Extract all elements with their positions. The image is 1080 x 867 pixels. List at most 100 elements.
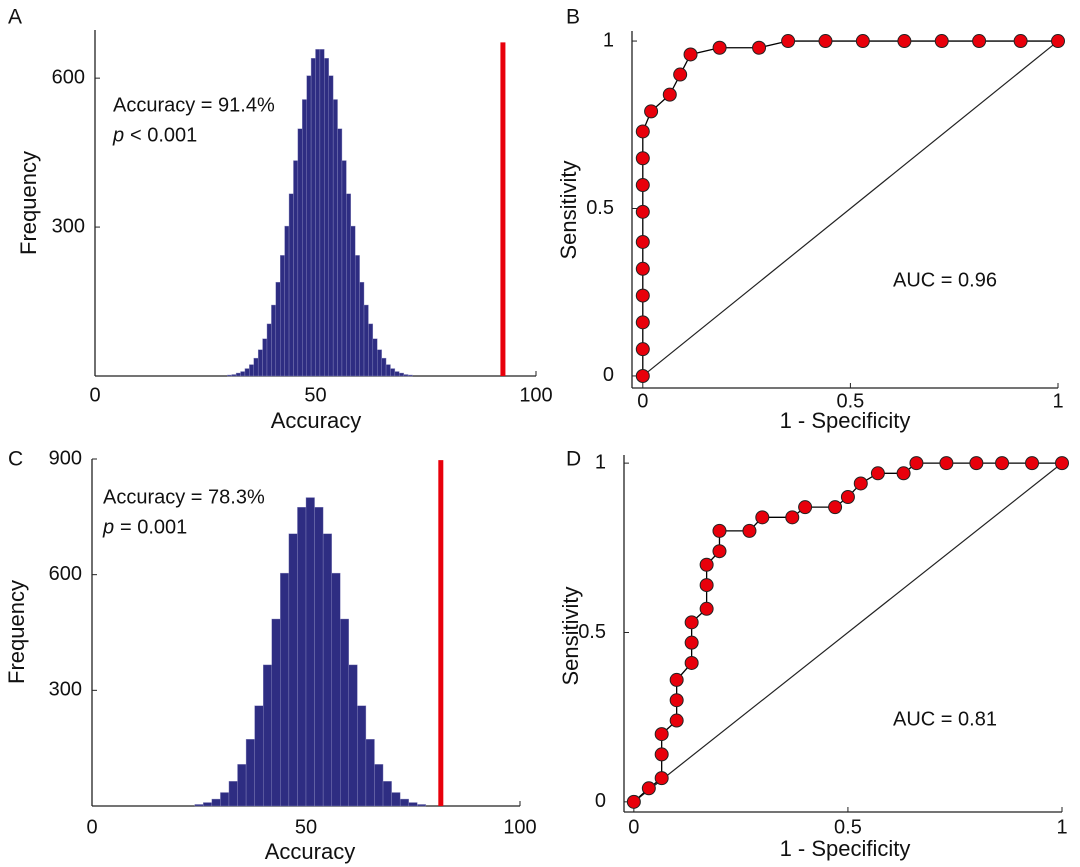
histogram-bar bbox=[332, 99, 338, 377]
roc-point bbox=[855, 34, 870, 49]
roc-point bbox=[1025, 456, 1040, 471]
roc-point bbox=[654, 727, 669, 742]
y-tick-label: 600 bbox=[49, 563, 82, 585]
roc-point bbox=[853, 476, 868, 491]
roc-point bbox=[896, 466, 911, 481]
roc-point bbox=[684, 655, 699, 670]
roc-point bbox=[785, 510, 800, 525]
roc-point bbox=[684, 635, 699, 650]
histogram-bar bbox=[203, 802, 213, 807]
roc-point bbox=[712, 523, 727, 538]
histogram-bar bbox=[254, 705, 264, 807]
roc-point bbox=[934, 34, 949, 49]
y-tick-label: 1 bbox=[603, 29, 614, 51]
histogram-bar bbox=[403, 374, 409, 377]
x-tick-label: 50 bbox=[304, 384, 326, 406]
roc-point bbox=[798, 500, 813, 515]
histogram-bar bbox=[266, 323, 272, 377]
histogram-bar bbox=[211, 798, 221, 807]
y-tick-label: 300 bbox=[49, 679, 82, 701]
roc-point bbox=[818, 34, 833, 49]
x-tick-label: 0 bbox=[86, 816, 97, 838]
y-tick-label: 0.5 bbox=[578, 621, 606, 643]
roc-point bbox=[635, 151, 650, 166]
roc-point bbox=[683, 47, 698, 62]
histogram-bar bbox=[262, 338, 268, 377]
histogram-bar bbox=[368, 323, 374, 377]
x-axis-label: 1 - Specificity bbox=[780, 408, 911, 433]
histogram-bar bbox=[337, 128, 343, 377]
x-tick-label: 1 bbox=[1056, 816, 1067, 838]
roc-point bbox=[870, 466, 885, 481]
annotation: Accuracy = 78.3% bbox=[103, 486, 265, 508]
roc-point bbox=[635, 124, 650, 139]
roc-point bbox=[712, 544, 727, 559]
roc-point bbox=[635, 315, 650, 330]
p-value: < 0.001 bbox=[130, 124, 197, 146]
histogram-bar bbox=[365, 739, 375, 807]
histogram-bar bbox=[391, 792, 401, 807]
roc-point bbox=[969, 456, 984, 471]
histogram-bar bbox=[275, 281, 281, 377]
panel-label: D bbox=[566, 448, 581, 471]
histogram-bar bbox=[253, 357, 259, 377]
y-tick-label: 600 bbox=[52, 66, 85, 88]
histogram-bar bbox=[319, 49, 325, 377]
histogram-bar bbox=[302, 99, 307, 377]
histogram-bar bbox=[350, 225, 356, 377]
roc-point bbox=[662, 87, 677, 102]
histogram-bar bbox=[306, 75, 312, 377]
y-axis-label: Sensitivity bbox=[556, 160, 581, 259]
roc-point bbox=[828, 500, 843, 515]
roc-point bbox=[699, 601, 714, 616]
histogram-bar bbox=[348, 664, 358, 807]
x-tick-label: 0.5 bbox=[834, 816, 862, 838]
roc-point bbox=[699, 557, 714, 572]
x-tick-label: 100 bbox=[503, 816, 536, 838]
x-axis-label: 1 - Specificity bbox=[780, 836, 911, 861]
histogram-bar bbox=[372, 338, 378, 377]
roc-point bbox=[909, 456, 924, 471]
histogram-bar bbox=[280, 255, 285, 377]
histogram-bar bbox=[244, 368, 250, 377]
roc-point bbox=[684, 615, 699, 630]
x-tick-label: 100 bbox=[519, 384, 552, 406]
roc-point bbox=[781, 34, 796, 49]
auc-annotation: AUC = 0.81 bbox=[893, 708, 997, 730]
roc-point bbox=[972, 34, 987, 49]
panel-label: A bbox=[8, 6, 22, 29]
roc-point bbox=[635, 234, 650, 249]
histogram-bar bbox=[280, 572, 290, 807]
histogram-bar bbox=[363, 304, 369, 377]
histogram-bar bbox=[314, 506, 324, 807]
roc-point bbox=[635, 178, 650, 193]
histogram-bar bbox=[293, 160, 299, 377]
histogram-bar bbox=[297, 506, 307, 807]
x-tick-label: 0 bbox=[637, 390, 648, 412]
y-tick-label: 0 bbox=[595, 790, 606, 812]
histogram-bar bbox=[249, 364, 254, 377]
histogram-bar bbox=[194, 804, 204, 807]
histogram-bar bbox=[240, 371, 246, 377]
x-tick-label: 0 bbox=[628, 816, 639, 838]
histogram-bar bbox=[227, 374, 232, 377]
histogram-bar bbox=[271, 618, 281, 807]
histogram-bar bbox=[382, 781, 392, 807]
roc-point bbox=[644, 104, 659, 119]
y-tick-label: 900 bbox=[49, 447, 82, 469]
auc-annotation: AUC = 0.96 bbox=[893, 269, 997, 291]
histogram-bar bbox=[390, 368, 396, 377]
histogram-bar bbox=[394, 371, 400, 377]
histogram-bar bbox=[359, 281, 365, 377]
histogram-bar bbox=[407, 374, 413, 377]
chance-line bbox=[633, 462, 1063, 803]
x-tick-label: 50 bbox=[295, 816, 317, 838]
roc-point bbox=[995, 456, 1010, 471]
roc-point bbox=[641, 781, 656, 796]
roc-point bbox=[635, 368, 650, 383]
p-symbol: p bbox=[112, 124, 124, 146]
histogram-bar bbox=[245, 739, 255, 807]
roc-point bbox=[626, 794, 641, 809]
roc-point bbox=[1055, 456, 1069, 471]
histogram-bar bbox=[235, 372, 241, 377]
